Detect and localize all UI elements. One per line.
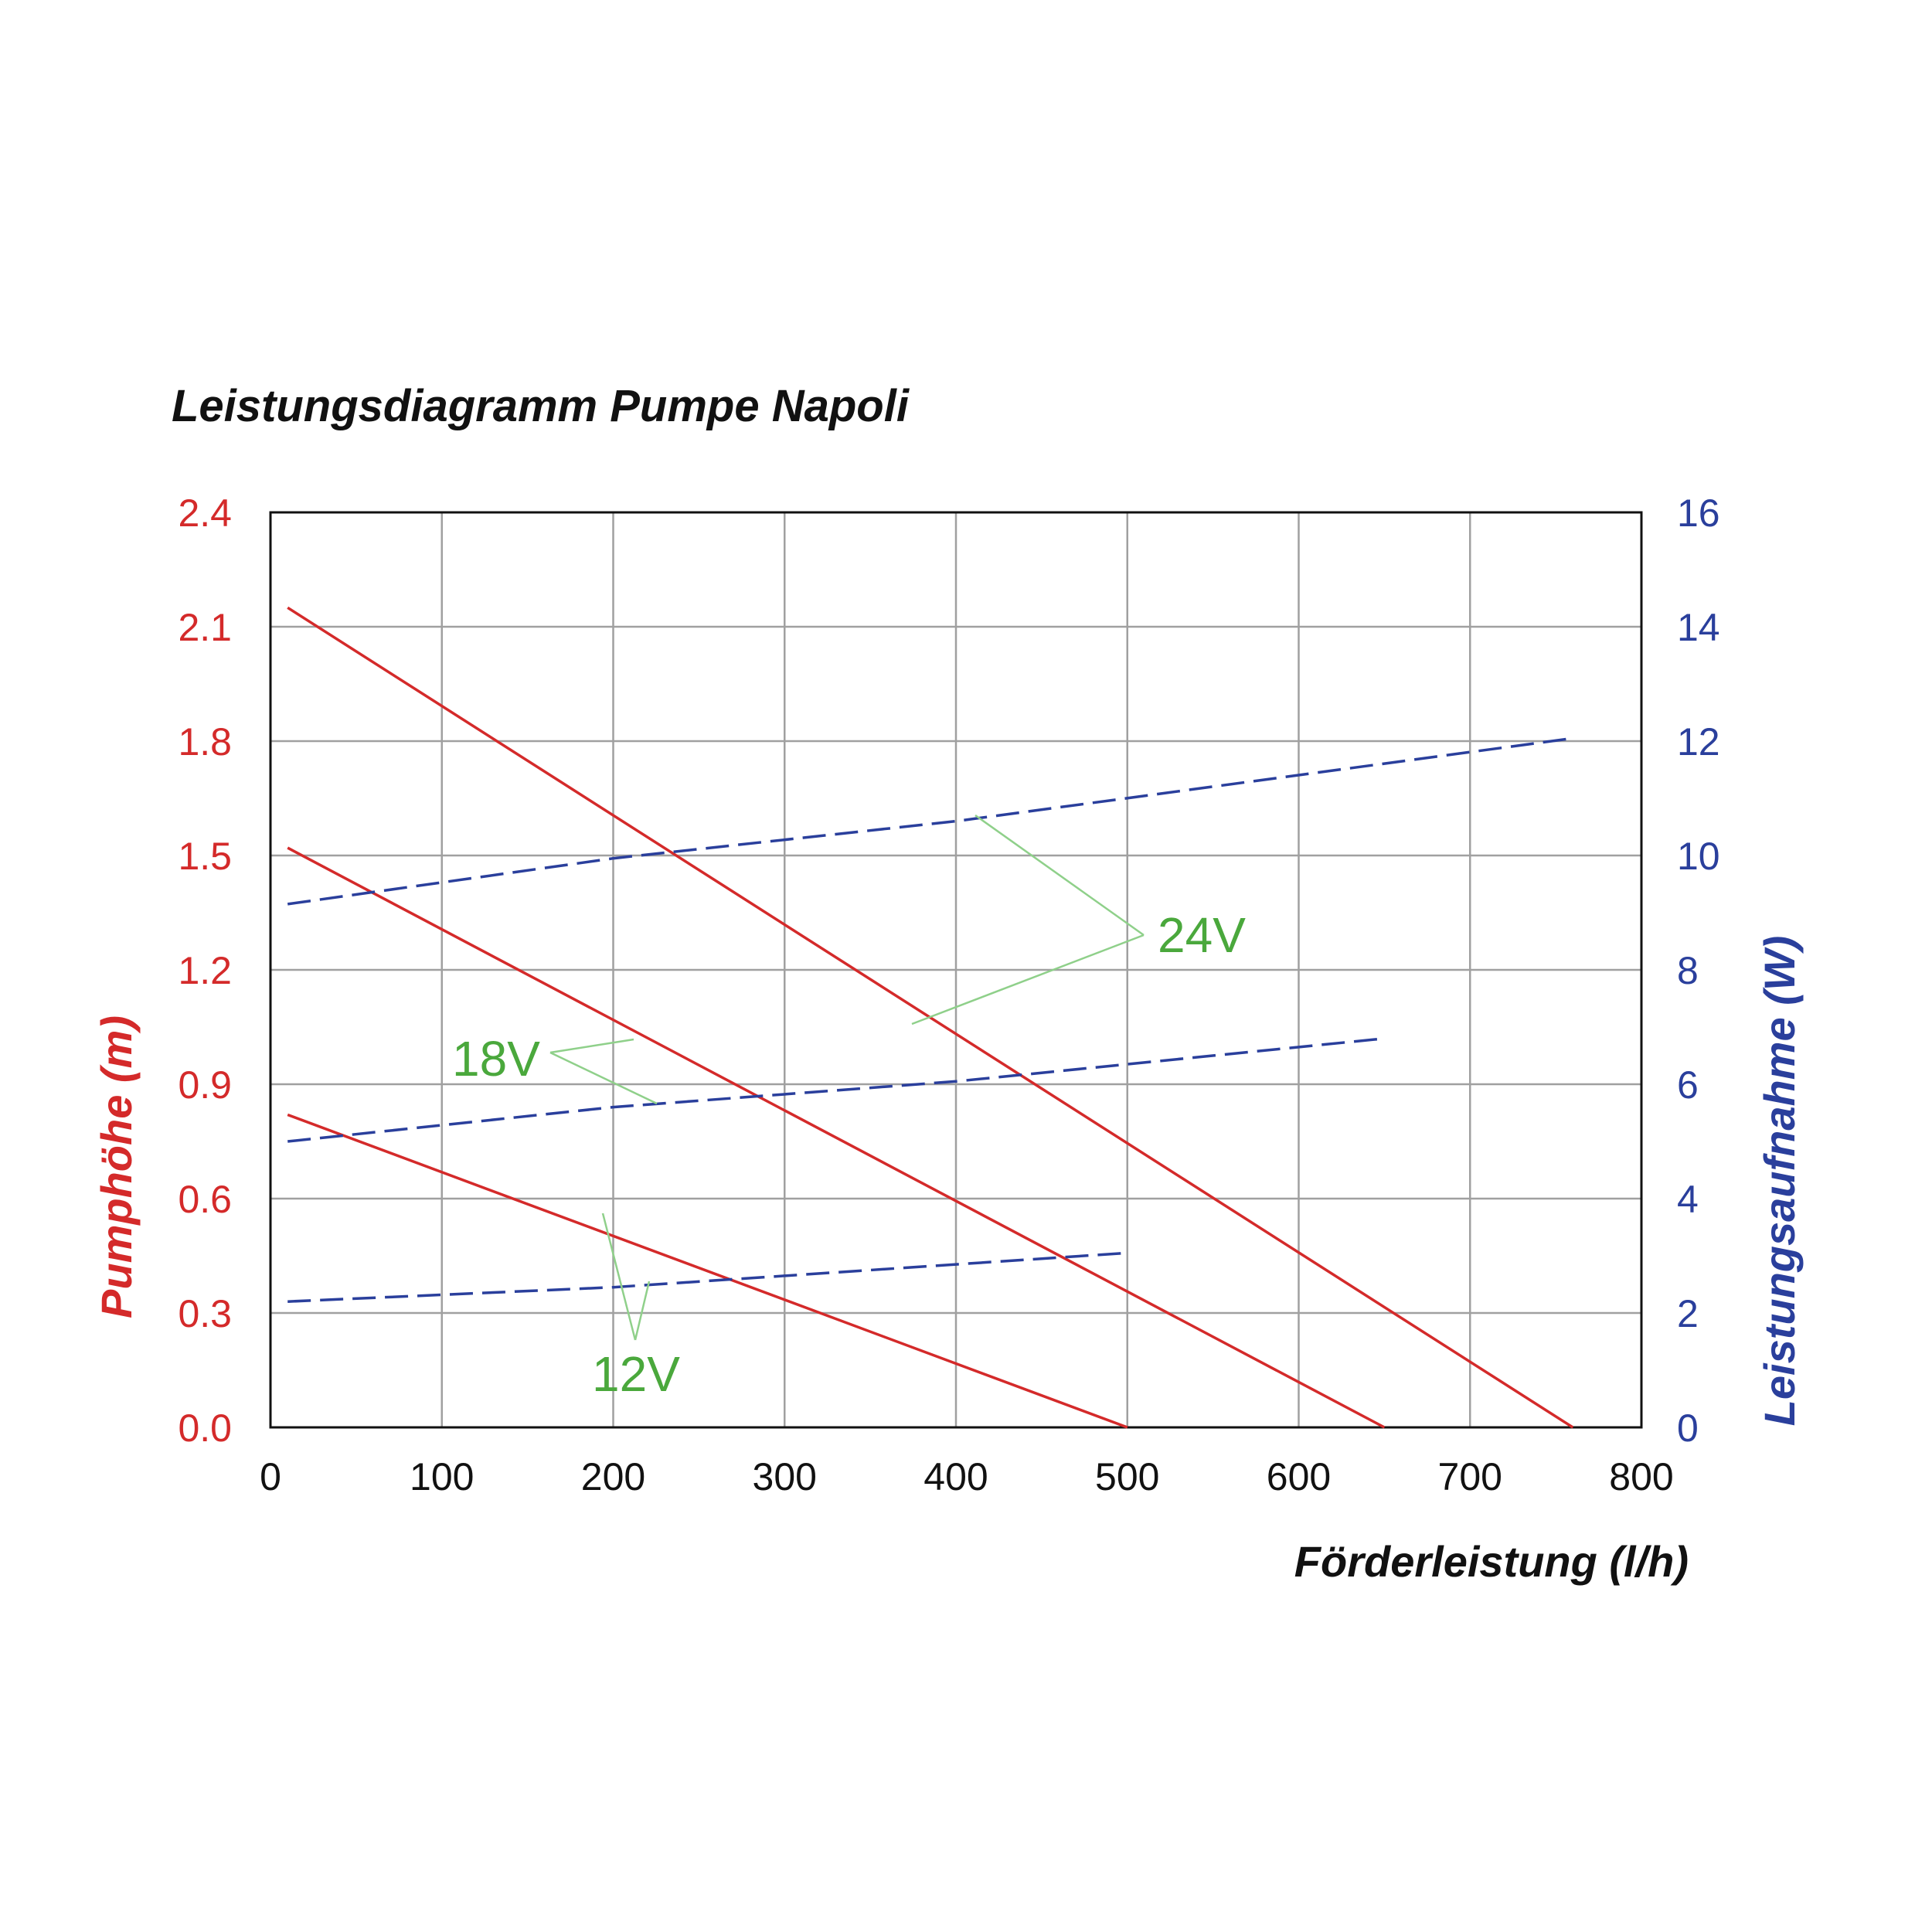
annotation-leaders [549,814,1145,1341]
x-axis-label: Förderleistung (l/h) [1294,1537,1689,1586]
x-tick-label: 400 [923,1455,988,1498]
y-tick-label: 0.6 [178,1178,232,1221]
leader-18v [549,1038,634,1054]
x-tick-label: 200 [581,1455,645,1498]
x-tick-label: 0 [260,1455,281,1498]
y2-axis-label: Leistungsaufnahme (W) [1755,936,1804,1427]
y-tick-label: 1.8 [178,720,232,764]
power-series-4 [287,1037,1385,1143]
power-series-3 [287,736,1573,906]
y2-tick-label: 6 [1677,1063,1699,1107]
y2-tick-label: 8 [1677,949,1699,992]
y2-tick-label: 0 [1677,1406,1699,1450]
y-axis-label: Pumphöhe (m) [92,1015,141,1318]
y2-tick-label: 2 [1677,1292,1699,1335]
leader-18v [549,1051,658,1105]
y-tick-label: 0.9 [178,1063,232,1107]
y2-tick-label: 4 [1677,1178,1699,1221]
x-tick-label: 600 [1267,1455,1331,1498]
y2-tick-label: 10 [1677,835,1720,878]
tick-labels: 0 100 200 300 400 500 600 700 8000.00.30.60.91.2… [178,492,1719,1498]
y-tick-label: 0.3 [178,1292,232,1335]
plot-frame [269,511,1643,1429]
annotation-18v: 18V [452,1031,540,1087]
y-tick-label: 2.4 [178,492,232,535]
power-series-5 [287,1251,1128,1303]
y-tick-label: 2.1 [178,606,232,649]
head-series-2 [287,1113,1128,1429]
y2-tick-label: 16 [1677,492,1720,535]
y2-tick-label: 12 [1677,720,1720,764]
y-tick-label: 1.5 [178,835,232,878]
annotation-24v: 24V [1158,907,1246,963]
leader-12v [634,1281,651,1341]
annotation-12v: 12V [592,1346,680,1402]
x-tick-label: 100 [410,1455,474,1498]
leader-12v [601,1213,637,1341]
leader-24v [975,814,1145,937]
x-tick-label: 700 [1438,1455,1502,1498]
y2-tick-label: 14 [1677,606,1720,649]
leader-24v [911,934,1145,1026]
chart-title: Leistungsdiagramm Pumpe Napoli [172,381,910,431]
grid [270,512,1641,1427]
y-tick-label: 0.0 [178,1406,232,1450]
x-tick-label: 500 [1095,1455,1159,1498]
head-series-1 [287,846,1386,1429]
y-tick-label: 1.2 [178,949,232,992]
x-tick-label: 800 [1609,1455,1673,1498]
x-tick-label: 300 [753,1455,817,1498]
